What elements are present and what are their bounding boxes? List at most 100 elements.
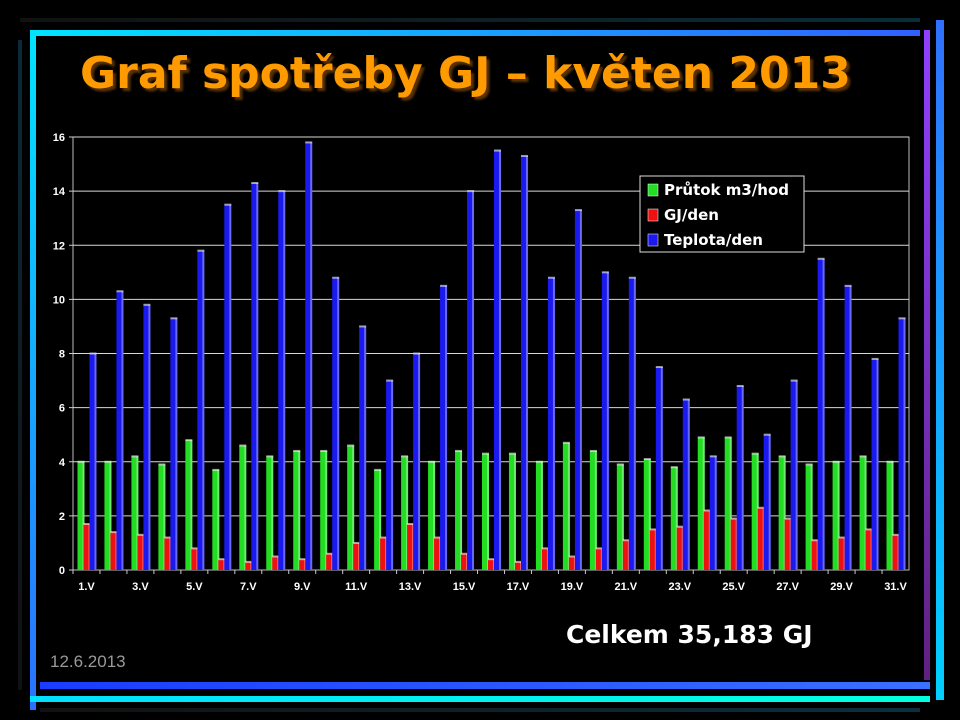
frame-left-bar <box>30 30 36 710</box>
bar-top <box>541 547 549 550</box>
bar <box>562 442 570 570</box>
bar-top <box>655 366 663 369</box>
x-tick-label: 13.V <box>399 581 422 593</box>
bar-top <box>164 536 172 539</box>
bar-top <box>898 317 906 320</box>
bar-top <box>218 558 226 561</box>
bar-top <box>670 466 678 469</box>
bar-highlight <box>109 461 112 570</box>
bar <box>844 285 852 570</box>
bar <box>709 456 717 570</box>
bar-highlight <box>163 464 166 570</box>
bar <box>110 532 118 570</box>
bar <box>359 326 367 570</box>
bar <box>817 258 825 570</box>
bar-top <box>143 303 151 306</box>
bar <box>407 523 415 570</box>
bar-top <box>730 517 738 520</box>
bar <box>305 142 313 570</box>
bar <box>886 461 894 570</box>
bar-top <box>709 455 717 458</box>
bar-highlight <box>256 183 259 570</box>
bar-highlight <box>364 326 367 570</box>
bar-chart: 0 2 4 6 8 10 12 14 16 1.V 3.V 5.V 7.V 9.V 11.V 13.V 15.V… <box>40 128 920 603</box>
bar <box>541 548 549 570</box>
bar-top <box>488 558 495 561</box>
bar-top <box>736 384 744 387</box>
frame-bottom-bar-cyan <box>30 696 930 702</box>
bar-highlight <box>487 453 489 570</box>
x-tick-label: 3.V <box>132 581 149 593</box>
bar <box>682 399 690 570</box>
bar-top <box>494 149 501 152</box>
bar-top <box>137 533 145 536</box>
bar-top <box>703 509 711 512</box>
slide-date: 12.6.2013 <box>50 652 126 671</box>
bar-top <box>547 276 555 279</box>
bar <box>77 461 85 570</box>
bar-top <box>272 555 280 558</box>
bar <box>871 358 879 570</box>
bar-top <box>697 436 705 439</box>
bar <box>434 537 442 570</box>
bar <box>778 456 786 570</box>
bar-top <box>508 452 516 455</box>
bar-highlight <box>406 456 409 570</box>
bar-top <box>514 560 522 563</box>
bar-top <box>568 555 576 558</box>
bar-top <box>239 444 247 447</box>
legend-label: Průtok m3/hod <box>664 181 789 199</box>
bar-highlight <box>783 456 786 570</box>
bar <box>116 291 124 570</box>
bar-top <box>353 541 361 544</box>
bar <box>224 204 232 570</box>
bar <box>197 250 205 570</box>
bar-top <box>158 463 166 466</box>
x-tick-label: 15.V <box>453 581 476 593</box>
bar-top <box>293 449 301 452</box>
bar <box>547 277 555 570</box>
bar <box>697 437 705 570</box>
x-tick-label: 1.V <box>78 581 95 593</box>
bar-highlight <box>445 285 448 570</box>
bar-highlight <box>849 285 852 570</box>
x-tick-label: 25.V <box>722 581 745 593</box>
bar <box>898 318 906 570</box>
slide-title: Graf spotřeby GJ – květen 2013 <box>80 48 851 99</box>
y-tick-label: 16 <box>53 132 65 144</box>
bar-top <box>278 190 286 193</box>
frame-right-bar-purple <box>924 30 930 680</box>
bar <box>736 385 744 570</box>
bar-highlight <box>621 464 624 570</box>
bar-highlight <box>418 353 421 570</box>
bar-highlight <box>540 461 543 570</box>
bar-top <box>77 460 85 463</box>
bar-highlight <box>513 453 516 570</box>
bar <box>838 537 846 570</box>
bar-highlight <box>594 450 597 570</box>
bar <box>386 380 394 570</box>
bar <box>655 367 663 570</box>
bar-top <box>110 531 118 534</box>
bar <box>347 445 355 570</box>
bar <box>763 434 771 570</box>
bar-highlight <box>391 380 394 570</box>
bar-top <box>643 458 651 461</box>
bar <box>461 553 469 570</box>
x-tick-label: 5.V <box>186 581 203 593</box>
bar <box>622 540 630 570</box>
y-tick-label: 8 <box>59 349 65 361</box>
bar-highlight <box>903 318 906 570</box>
y-tick-label: 14 <box>53 186 66 198</box>
bar-top <box>386 379 394 382</box>
bar-top <box>185 439 193 442</box>
total-label: Celkem 35,183 GJ <box>566 620 813 649</box>
bar-highlight <box>379 469 382 570</box>
bar-highlight <box>277 556 280 570</box>
bar-highlight <box>525 155 528 570</box>
bar <box>676 526 684 570</box>
bar <box>724 437 732 570</box>
bar <box>170 318 178 570</box>
x-tick-label: 27.V <box>776 581 799 593</box>
y-tick-label: 2 <box>59 511 65 523</box>
